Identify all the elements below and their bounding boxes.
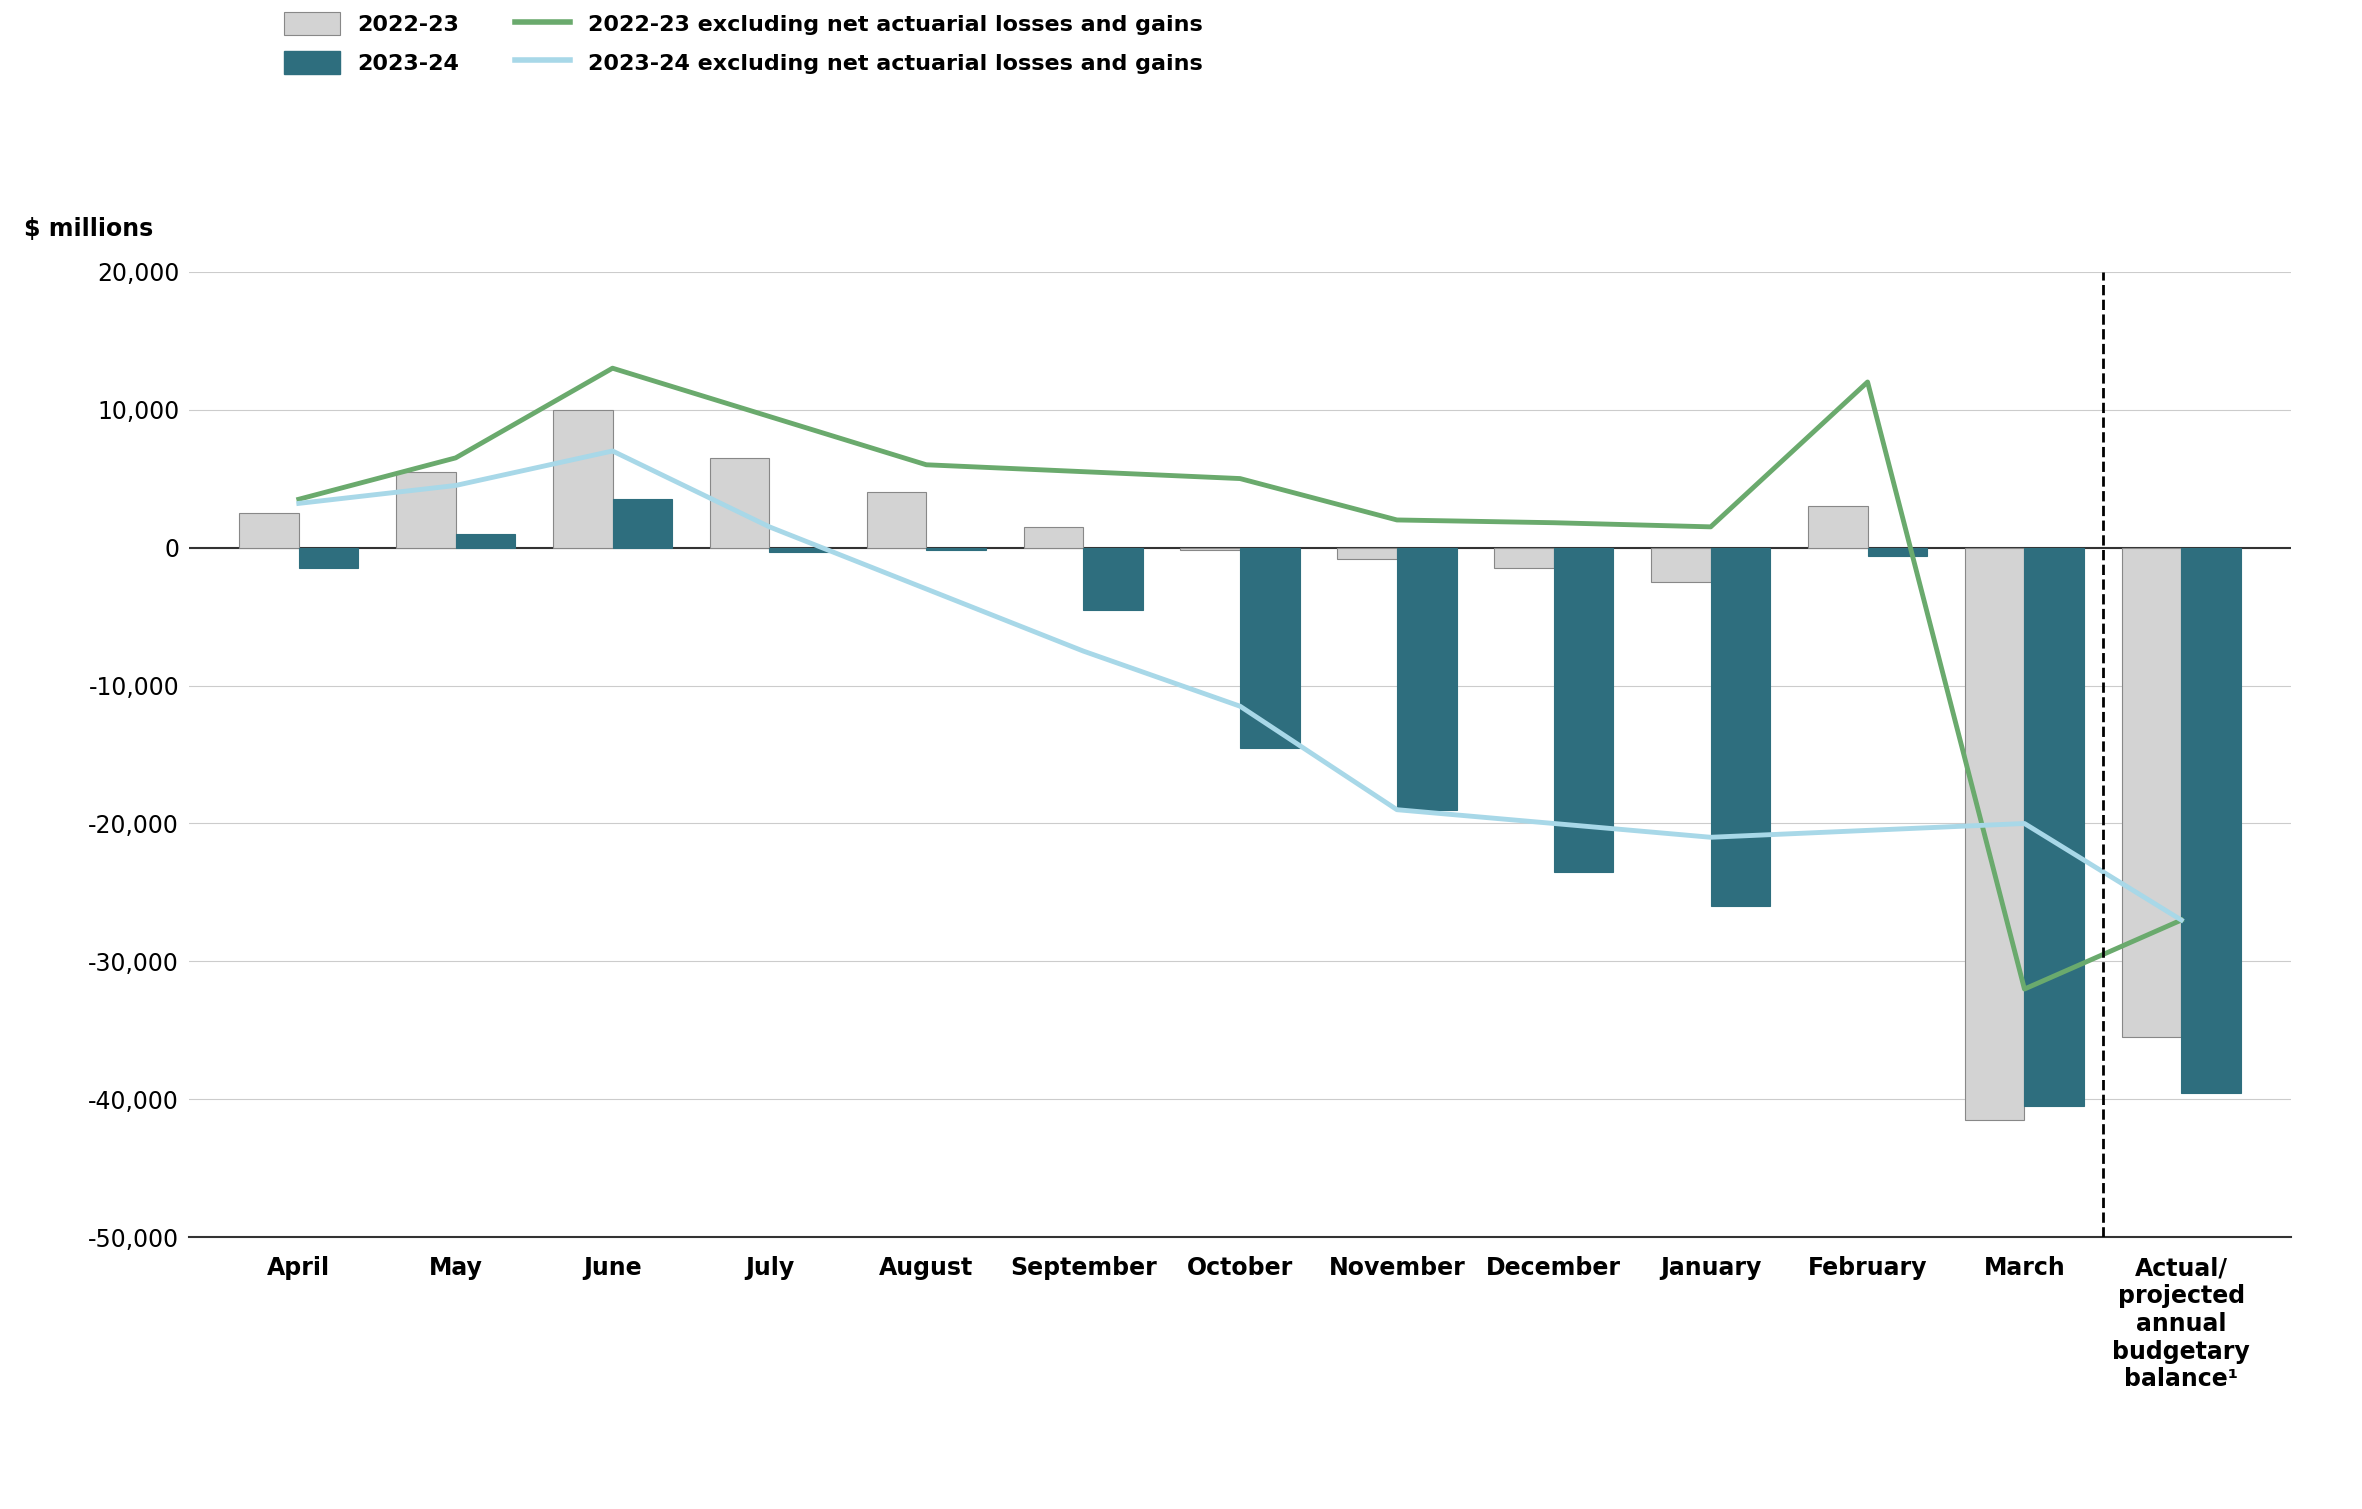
Bar bbox=[1396, 548, 1457, 810]
2022-23 excluding net actuarial losses and gains bbox=[442, 448, 470, 466]
2023-24 excluding net actuarial losses and gains bbox=[1070, 641, 1098, 659]
Bar bbox=[298, 548, 359, 569]
2023-24 excluding net actuarial losses and gains bbox=[1540, 815, 1568, 833]
Bar bbox=[1651, 548, 1710, 582]
2022-23 excluding net actuarial losses and gains bbox=[2010, 979, 2038, 997]
2022-23 excluding net actuarial losses and gains bbox=[598, 359, 626, 377]
2023-24 excluding net actuarial losses and gains bbox=[2010, 815, 2038, 833]
Bar bbox=[1240, 548, 1299, 747]
Bar bbox=[1337, 548, 1396, 558]
2022-23 excluding net actuarial losses and gains bbox=[1070, 463, 1098, 481]
2023-24 excluding net actuarial losses and gains bbox=[1696, 828, 1724, 847]
Bar bbox=[553, 409, 612, 548]
2023-24 excluding net actuarial losses and gains bbox=[1226, 697, 1254, 715]
Bar bbox=[1554, 548, 1613, 872]
Bar bbox=[1965, 548, 2024, 1120]
Line: 2023-24 excluding net actuarial losses and gains: 2023-24 excluding net actuarial losses a… bbox=[298, 451, 2182, 920]
2022-23 excluding net actuarial losses and gains bbox=[1382, 512, 1410, 530]
Bar bbox=[1181, 548, 1240, 551]
Bar bbox=[770, 548, 829, 552]
Bar bbox=[397, 472, 456, 548]
2023-24 excluding net actuarial losses and gains bbox=[1382, 801, 1410, 819]
Bar bbox=[239, 513, 298, 548]
2023-24 excluding net actuarial losses and gains bbox=[2168, 911, 2197, 930]
2023-24 excluding net actuarial losses and gains bbox=[1854, 821, 1883, 839]
Bar bbox=[456, 534, 515, 548]
Bar bbox=[2024, 548, 2083, 1106]
Bar bbox=[1084, 548, 1143, 610]
Bar bbox=[867, 492, 926, 548]
Legend: 2022-23, 2023-24, 2022-23 excluding net actuarial losses and gains, 2023-24 excl: 2022-23, 2023-24, 2022-23 excluding net … bbox=[283, 12, 1202, 74]
Bar bbox=[1807, 506, 1868, 548]
2022-23 excluding net actuarial losses and gains bbox=[283, 490, 312, 509]
Line: 2022-23 excluding net actuarial losses and gains: 2022-23 excluding net actuarial losses a… bbox=[298, 368, 2182, 988]
2022-23 excluding net actuarial losses and gains bbox=[756, 407, 784, 426]
2022-23 excluding net actuarial losses and gains bbox=[2168, 911, 2197, 930]
Bar bbox=[2182, 548, 2242, 1093]
2023-24 excluding net actuarial losses and gains bbox=[283, 495, 312, 513]
Bar bbox=[711, 457, 770, 548]
Bar bbox=[1868, 548, 1927, 555]
2023-24 excluding net actuarial losses and gains bbox=[442, 477, 470, 495]
2022-23 excluding net actuarial losses and gains bbox=[1540, 513, 1568, 531]
Text: $ millions: $ millions bbox=[24, 217, 154, 241]
2022-23 excluding net actuarial losses and gains bbox=[1696, 518, 1724, 536]
Bar bbox=[1023, 527, 1084, 548]
Bar bbox=[926, 548, 985, 551]
2022-23 excluding net actuarial losses and gains bbox=[912, 456, 940, 474]
2022-23 excluding net actuarial losses and gains bbox=[1854, 373, 1883, 391]
2022-23 excluding net actuarial losses and gains bbox=[1226, 469, 1254, 487]
Bar bbox=[1710, 548, 1769, 907]
Bar bbox=[2121, 548, 2182, 1037]
2023-24 excluding net actuarial losses and gains bbox=[912, 579, 940, 598]
Bar bbox=[1495, 548, 1554, 569]
Bar bbox=[612, 499, 673, 548]
2023-24 excluding net actuarial losses and gains bbox=[598, 442, 626, 460]
2023-24 excluding net actuarial losses and gains bbox=[756, 518, 784, 536]
